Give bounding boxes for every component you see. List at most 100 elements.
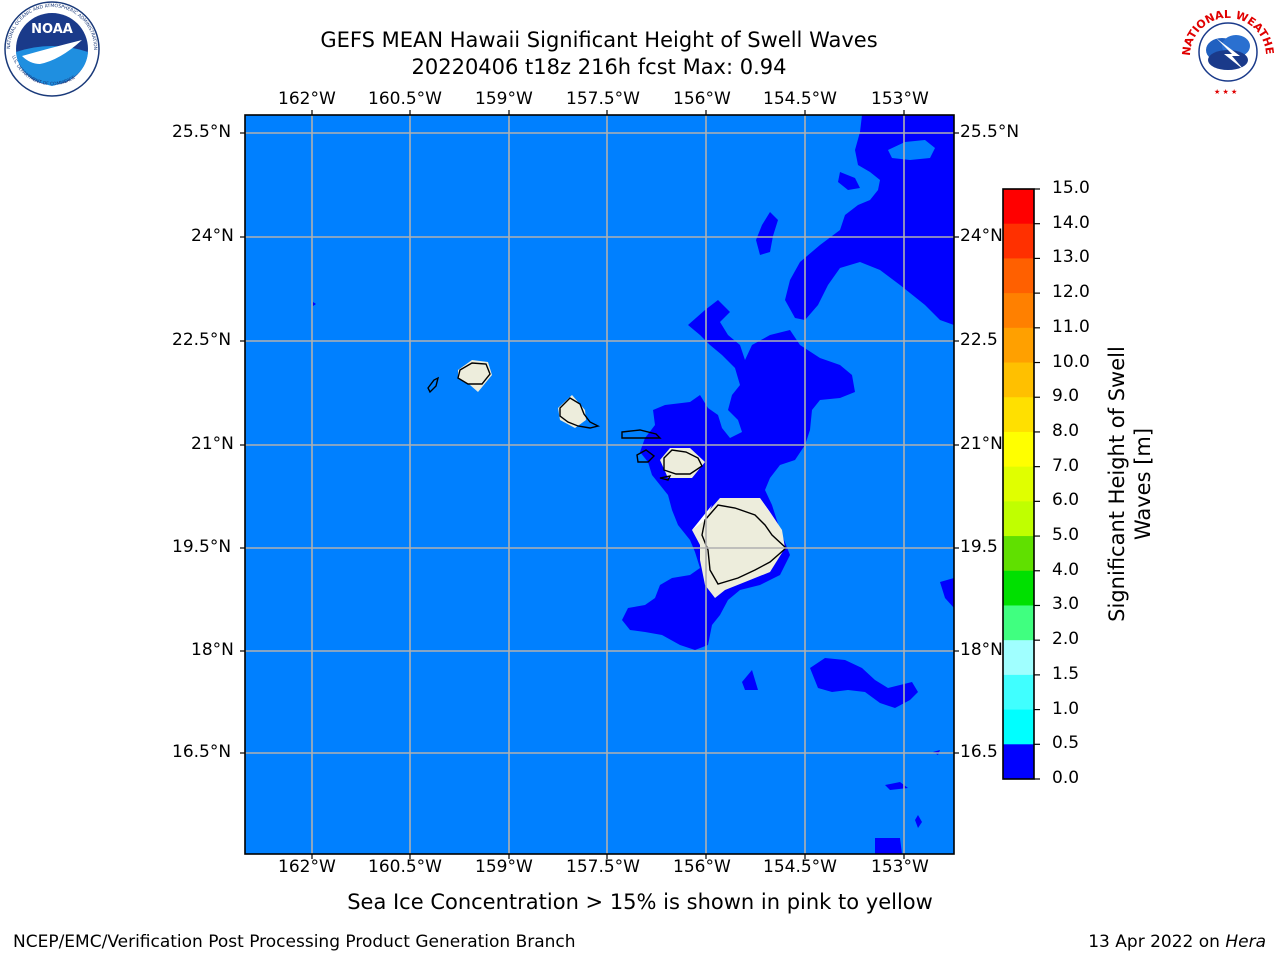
lon-label-top: 162°W bbox=[278, 89, 336, 109]
colorbar-tick-label: 14.0 bbox=[1052, 212, 1090, 233]
footer-date: 13 Apr 2022 on bbox=[1088, 932, 1226, 952]
colorbar-tick-label: 7.0 bbox=[1052, 455, 1080, 476]
svg-text:★ ★ ★: ★ ★ ★ bbox=[1214, 88, 1237, 96]
lon-label-bottom: 156°W bbox=[673, 857, 731, 877]
coast-niihau bbox=[427, 376, 440, 394]
land-mask-edge bbox=[692, 505, 712, 530]
lon-label-bottom: 159°W bbox=[475, 857, 533, 877]
colorbar-swatch bbox=[1003, 674, 1034, 711]
colorbar-tick-label: 5.0 bbox=[1052, 525, 1080, 546]
colorbar-swatch bbox=[1003, 536, 1034, 572]
colorbar-tick-label: 9.0 bbox=[1052, 386, 1080, 407]
colorbar-swatch bbox=[1003, 362, 1034, 398]
colorbar-tick-label: 0.5 bbox=[1052, 733, 1080, 754]
contour-low-central bbox=[622, 300, 855, 650]
colorbar-swatch bbox=[1003, 258, 1034, 294]
colorbar-swatch bbox=[1003, 466, 1034, 502]
colorbar-swatch bbox=[1003, 397, 1034, 433]
lon-label-bottom: 162°W bbox=[278, 857, 336, 877]
land-mask-edge-b bbox=[760, 498, 772, 515]
lat-label-right: 18°N bbox=[960, 640, 1003, 660]
colorbar-swatch bbox=[1003, 709, 1034, 745]
colorbar-swatch bbox=[1003, 605, 1034, 641]
lat-label-left: 22.5°N bbox=[172, 330, 232, 350]
lat-label-right: 24°N bbox=[960, 226, 1003, 246]
colorbar-tick-label: 1.5 bbox=[1052, 663, 1080, 684]
lon-label-top: 153°W bbox=[871, 89, 929, 109]
colorbar-tick-label: 12.0 bbox=[1052, 282, 1090, 303]
contour-low-east-edge bbox=[940, 578, 954, 608]
lat-label-left: 21°N bbox=[191, 434, 234, 454]
lat-label-right: 21°N bbox=[960, 434, 1003, 454]
lat-label-left: 25.5°N bbox=[172, 122, 232, 142]
coastlines bbox=[427, 362, 788, 585]
colorbar-swatch bbox=[1003, 431, 1034, 468]
colorbar-swatch bbox=[1003, 189, 1034, 225]
lat-label-right: 22.5 bbox=[960, 330, 998, 350]
contour-low-patch-e bbox=[875, 838, 902, 854]
map-subtitle: 20220406 t18z 216h fcst Max: 0.94 bbox=[411, 55, 787, 79]
lon-label-bottom: 154.5°W bbox=[763, 857, 837, 877]
colorbar-tick-label: 0.0 bbox=[1052, 768, 1080, 788]
colorbar-tick-label: 15.0 bbox=[1052, 178, 1090, 198]
contour-low-patch-d bbox=[885, 782, 908, 790]
axis-ticks bbox=[240, 110, 959, 859]
coast-hawaii bbox=[701, 504, 788, 585]
coast-lanai bbox=[636, 449, 656, 463]
colorbar-tick-label: 13.0 bbox=[1052, 247, 1090, 268]
coast-kahoolawe bbox=[659, 475, 672, 481]
lat-label-right: 16.5 bbox=[960, 742, 998, 762]
colorbar-swatch bbox=[1003, 223, 1034, 259]
contour-low-south bbox=[810, 658, 918, 708]
svg-text:NOAA: NOAA bbox=[31, 22, 73, 37]
lon-label-bottom: 153°W bbox=[871, 857, 929, 877]
footer-host: Hera bbox=[1225, 932, 1266, 952]
colorbar-swatch bbox=[1003, 570, 1034, 606]
contour-low-northeast bbox=[785, 115, 954, 325]
colorbar-swatch bbox=[1003, 327, 1034, 364]
map-frame bbox=[244, 114, 955, 855]
lon-label-top: 157.5°W bbox=[566, 89, 640, 109]
colorbar-tick-label: 10.0 bbox=[1052, 351, 1090, 372]
noaa-logo: NOAA NATIONAL OCEANIC AND ATMOSPHERIC AD… bbox=[4, 1, 100, 97]
contour-gap-northeast bbox=[888, 140, 935, 160]
gridlines bbox=[245, 115, 954, 854]
colorbar-swatch bbox=[1003, 293, 1034, 329]
nws-logo: NATIONAL WEATHER SERVICE ★ ★ ★ bbox=[1178, 0, 1276, 97]
contour-low-patch-a bbox=[838, 172, 860, 190]
colorbar bbox=[1002, 188, 1040, 780]
contour-low-dot bbox=[313, 302, 316, 306]
lon-label-top: 159°W bbox=[475, 89, 533, 109]
contour-low-patch-c bbox=[742, 670, 758, 690]
lat-label-right: 25.5°N bbox=[960, 122, 1020, 142]
colorbar-swatch bbox=[1003, 744, 1034, 780]
contour-low-patch-b bbox=[756, 212, 778, 255]
colorbar-tick-label: 3.0 bbox=[1052, 594, 1080, 615]
lat-label-left: 19.5°N bbox=[172, 537, 232, 557]
lon-label-bottom: 160.5°W bbox=[368, 857, 442, 877]
map-title: GEFS MEAN Hawaii Significant Height of S… bbox=[320, 28, 878, 52]
island-kauai-mask bbox=[458, 360, 492, 392]
lon-label-bottom: 157.5°W bbox=[566, 857, 640, 877]
colorbar-tick-label: 6.0 bbox=[1052, 490, 1080, 511]
lon-label-top: 156°W bbox=[673, 89, 731, 109]
coast-molokai bbox=[621, 429, 662, 439]
coast-oahu bbox=[559, 397, 601, 429]
lon-label-top: 160.5°W bbox=[368, 89, 442, 109]
lat-label-left: 18°N bbox=[191, 640, 234, 660]
colorbar-tick-label: 1.0 bbox=[1052, 698, 1080, 719]
footer-left: NCEP/EMC/Verification Post Processing Pr… bbox=[13, 932, 576, 952]
colorbar-tick-label: 2.0 bbox=[1052, 629, 1080, 650]
contour-low-patch-f bbox=[915, 815, 922, 828]
colorbar-frame bbox=[1002, 188, 1035, 780]
colorbar-swatch bbox=[1003, 640, 1034, 676]
coast-kauai bbox=[457, 362, 491, 385]
colorbar-label: Significant Height of Swell Waves [m] bbox=[1105, 346, 1155, 622]
footer-right: 13 Apr 2022 on Hera bbox=[1088, 932, 1266, 952]
lat-label-left: 16.5°N bbox=[172, 742, 232, 762]
lat-label-right: 19.5 bbox=[960, 537, 998, 557]
sea-ice-note: Sea Ice Concentration > 15% is shown in … bbox=[347, 890, 933, 914]
coast-maui bbox=[663, 449, 703, 475]
colorbar-swatch bbox=[1003, 501, 1034, 537]
